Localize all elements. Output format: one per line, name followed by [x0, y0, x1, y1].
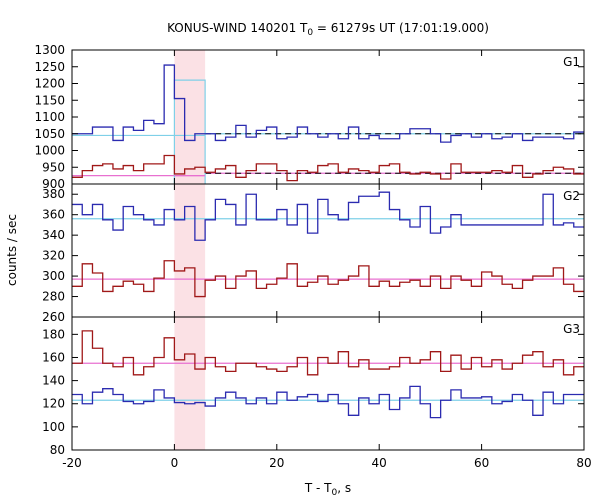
x-tick-label: 20	[269, 456, 284, 470]
panel-G3-ytick-label: 100	[42, 420, 65, 434]
panel-G2-label: G2	[563, 189, 580, 203]
x-tick-label: 40	[372, 456, 387, 470]
panel-G2-ytick-label: 340	[42, 228, 65, 242]
burst-interval-highlight	[174, 50, 206, 450]
panel-G3-series-blue	[72, 385, 584, 419]
panel-G3-ytick-label: 180	[42, 327, 65, 341]
panel-G1-ytick-label: 1050	[34, 127, 65, 141]
panel-G1-burst-bar	[173, 79, 206, 184]
panel-G3-label: G3	[563, 322, 580, 336]
panel-G1-ytick-label: 1000	[34, 144, 65, 158]
panel-G1-series-red	[72, 154, 584, 182]
panel-G1-ytick-label: 1150	[34, 93, 65, 107]
panel-G2-ytick-label: 260	[42, 310, 65, 324]
plot-area: 9009501000105011001150120012501300G12602…	[34, 43, 591, 470]
panel-G2-series-blue	[72, 191, 584, 241]
panel-G3-ytick-label: 120	[42, 397, 65, 411]
panel-G2-series-red	[72, 260, 584, 298]
panel-G1-ytick-label: 1100	[34, 110, 65, 124]
panel-G2-ytick-label: 380	[42, 187, 65, 201]
panel-G3-series-red	[72, 330, 584, 376]
panel-G1-ytick-label: 900	[42, 177, 65, 191]
panel-G1-ytick-label: 1250	[34, 60, 65, 74]
panel-G3-ytick-label: 160	[42, 350, 65, 364]
panel-G2-ytick-label: 320	[42, 249, 65, 263]
x-tick-label: -20	[62, 456, 82, 470]
panel-G3-ytick-label: 140	[42, 374, 65, 388]
panel-G1-ytick-label: 1300	[34, 43, 65, 57]
panel-G3-frame	[71, 316, 585, 451]
chart-title: KONUS-WIND 140201 T0 = 61279s UT (17:01:…	[167, 21, 489, 38]
panel-G3-ytick-label: 80	[50, 443, 65, 457]
x-tick-label: 0	[171, 456, 179, 470]
x-axis-label: T - T0, s	[304, 481, 351, 498]
x-tick-label: 80	[576, 456, 591, 470]
panel-G2-ytick-label: 360	[42, 208, 65, 222]
panel-G1-label: G1	[563, 55, 580, 69]
y-axis-label: counts / sec	[5, 214, 19, 286]
panel-G1-ytick-label: 950	[42, 160, 65, 174]
panel-G2-ytick-label: 280	[42, 290, 65, 304]
panel-G1-ytick-label: 1200	[34, 77, 65, 91]
x-tick-label: 60	[474, 456, 489, 470]
panel-G1-series-blue	[72, 64, 584, 143]
panel-G2-ytick-label: 300	[42, 269, 65, 283]
